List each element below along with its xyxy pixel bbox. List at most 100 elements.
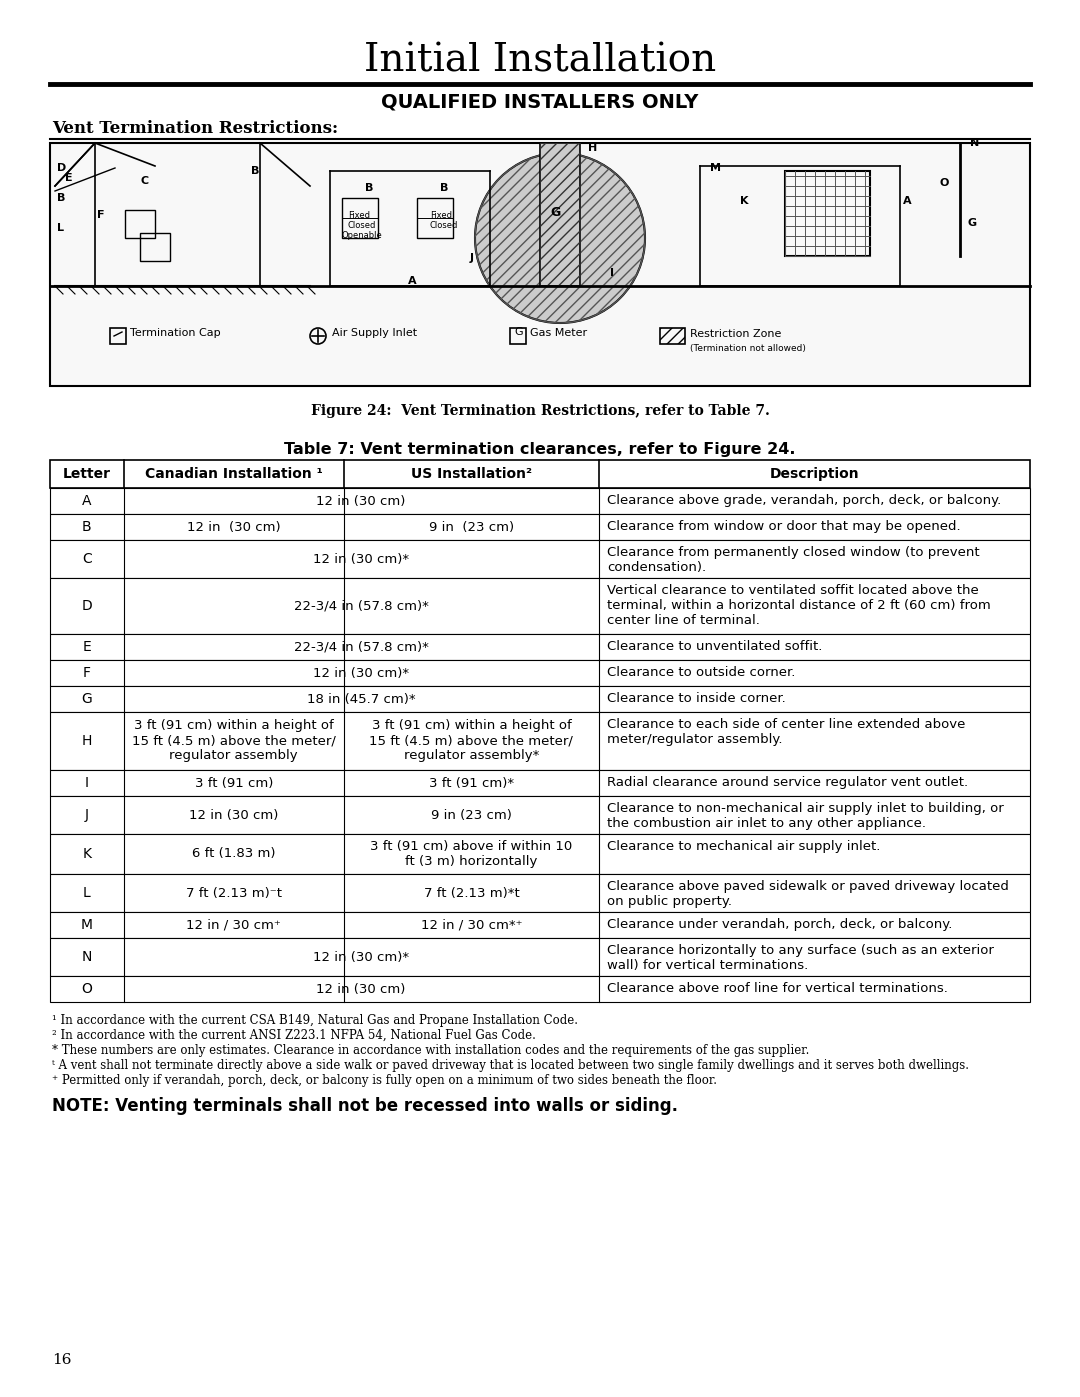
Text: 7 ft (2.13 m)⁻t: 7 ft (2.13 m)⁻t — [186, 887, 282, 900]
Text: K: K — [740, 196, 748, 205]
Text: Gas Meter: Gas Meter — [530, 328, 588, 338]
Text: B: B — [82, 520, 92, 534]
Text: B: B — [57, 193, 66, 203]
Text: C: C — [82, 552, 92, 566]
Text: Clearance horizontally to any surface (such as an exterior
wall) for vertical te: Clearance horizontally to any surface (s… — [607, 944, 994, 972]
Text: Initial Installation: Initial Installation — [364, 42, 716, 80]
Bar — [660, 328, 685, 344]
Text: 22-3/4 in (57.8 cm)*: 22-3/4 in (57.8 cm)* — [294, 599, 429, 612]
Bar — [50, 796, 1030, 834]
Text: 12 in  (30 cm): 12 in (30 cm) — [187, 521, 281, 534]
Text: Clearance to each side of center line extended above
meter/regulator assembly.: Clearance to each side of center line ex… — [607, 718, 966, 746]
Bar — [50, 977, 1030, 1002]
Text: * These numbers are only estimates. Clearance in accordance with installation co: * These numbers are only estimates. Clea… — [52, 1044, 809, 1058]
Text: E: E — [82, 640, 91, 654]
Bar — [125, 210, 156, 237]
Text: G: G — [550, 205, 561, 219]
Text: K: K — [82, 847, 91, 861]
Text: 12 in (30 cm)*: 12 in (30 cm)* — [313, 950, 409, 964]
Text: N: N — [970, 138, 980, 148]
Text: 12 in (30 cm): 12 in (30 cm) — [189, 809, 279, 821]
Circle shape — [475, 154, 645, 323]
Text: (Termination not allowed): (Termination not allowed) — [690, 344, 806, 353]
Text: QUALIFIED INSTALLERS ONLY: QUALIFIED INSTALLERS ONLY — [381, 92, 699, 110]
Bar — [50, 460, 1030, 488]
Text: A: A — [903, 196, 912, 205]
Text: Air Supply Inlet: Air Supply Inlet — [332, 328, 417, 338]
Text: 12 in / 30 cm⁺: 12 in / 30 cm⁺ — [187, 918, 281, 932]
Text: 3 ft (91 cm)*: 3 ft (91 cm)* — [429, 777, 514, 789]
Bar — [50, 659, 1030, 686]
Text: B: B — [440, 183, 448, 193]
Text: J: J — [84, 807, 89, 821]
Text: G: G — [81, 692, 92, 705]
Text: Termination Cap: Termination Cap — [130, 328, 220, 338]
Bar — [50, 634, 1030, 659]
Text: ² In accordance with the current ANSI Z223.1 NFPA 54, National Fuel Gas Code.: ² In accordance with the current ANSI Z2… — [52, 1030, 536, 1042]
Bar — [50, 578, 1030, 634]
Text: Clearance above roof line for vertical terminations.: Clearance above roof line for vertical t… — [607, 982, 947, 995]
Text: Fixed: Fixed — [430, 211, 453, 219]
Text: Closed: Closed — [430, 221, 458, 231]
Text: H: H — [588, 142, 597, 154]
Bar — [50, 712, 1030, 770]
Bar — [140, 233, 170, 261]
Text: Letter: Letter — [63, 467, 111, 481]
Text: 12 in (30 cm): 12 in (30 cm) — [316, 495, 406, 507]
Bar — [50, 770, 1030, 796]
Text: 3 ft (91 cm) above if within 10
ft (3 m) horizontally: 3 ft (91 cm) above if within 10 ft (3 m)… — [370, 840, 572, 868]
Text: 16: 16 — [52, 1354, 71, 1368]
Text: Clearance above grade, verandah, porch, deck, or balcony.: Clearance above grade, verandah, porch, … — [607, 495, 1001, 507]
Text: M: M — [710, 163, 721, 173]
Bar — [50, 686, 1030, 712]
Text: J: J — [470, 253, 474, 263]
Text: 18 in (45.7 cm)*: 18 in (45.7 cm)* — [307, 693, 416, 705]
Bar — [50, 541, 1030, 578]
Text: D: D — [81, 599, 92, 613]
Text: G: G — [514, 327, 523, 337]
Text: B: B — [251, 166, 259, 176]
Text: Figure 24:  Vent Termination Restrictions, refer to Table 7.: Figure 24: Vent Termination Restrictions… — [311, 404, 769, 418]
Text: Clearance to non-mechanical air supply inlet to building, or
the combustion air : Clearance to non-mechanical air supply i… — [607, 802, 1003, 830]
Text: I: I — [84, 775, 89, 789]
Text: Radial clearance around service regulator vent outlet.: Radial clearance around service regulato… — [607, 775, 968, 789]
Text: H: H — [82, 733, 92, 747]
Text: 9 in (23 cm): 9 in (23 cm) — [431, 809, 512, 821]
Text: L: L — [83, 886, 91, 900]
Text: 12 in (30 cm)*: 12 in (30 cm)* — [313, 666, 409, 679]
Text: C: C — [140, 176, 149, 186]
Text: A: A — [408, 277, 417, 286]
Bar — [417, 198, 453, 237]
Text: NOTE: Venting terminals shall not be recessed into walls or siding.: NOTE: Venting terminals shall not be rec… — [52, 1097, 678, 1115]
Bar — [342, 198, 378, 237]
Text: Fixed: Fixed — [348, 211, 370, 219]
Text: O: O — [940, 177, 949, 189]
Text: D: D — [57, 163, 66, 173]
Text: N: N — [82, 950, 92, 964]
Bar — [540, 142, 580, 286]
Text: M: M — [81, 918, 93, 932]
Text: Openable: Openable — [342, 231, 382, 240]
Text: O: O — [81, 982, 92, 996]
Text: ᵗ A vent shall not terminate directly above a side walk or paved driveway that i: ᵗ A vent shall not terminate directly ab… — [52, 1059, 969, 1071]
Text: B: B — [365, 183, 374, 193]
Text: F: F — [97, 210, 105, 219]
Bar — [540, 142, 580, 286]
Bar — [50, 834, 1030, 875]
Bar — [50, 912, 1030, 937]
Text: L: L — [57, 224, 64, 233]
Text: Clearance from permanently closed window (to prevent
condensation).: Clearance from permanently closed window… — [607, 546, 980, 574]
Text: 7 ft (2.13 m)*t: 7 ft (2.13 m)*t — [423, 887, 519, 900]
Bar — [50, 488, 1030, 514]
Text: Clearance to inside corner.: Clearance to inside corner. — [607, 692, 785, 705]
Text: 22-3/4 in (57.8 cm)*: 22-3/4 in (57.8 cm)* — [294, 640, 429, 654]
Text: Table 7: Vent termination clearances, refer to Figure 24.: Table 7: Vent termination clearances, re… — [284, 441, 796, 457]
Text: F: F — [83, 666, 91, 680]
Bar — [785, 170, 870, 256]
Text: 12 in (30 cm): 12 in (30 cm) — [316, 982, 406, 996]
Text: Clearance under verandah, porch, deck, or balcony.: Clearance under verandah, porch, deck, o… — [607, 918, 953, 930]
Text: Clearance to unventilated soffit.: Clearance to unventilated soffit. — [607, 640, 822, 652]
FancyBboxPatch shape — [50, 142, 1030, 386]
Text: G: G — [968, 218, 977, 228]
Text: I: I — [610, 268, 615, 278]
